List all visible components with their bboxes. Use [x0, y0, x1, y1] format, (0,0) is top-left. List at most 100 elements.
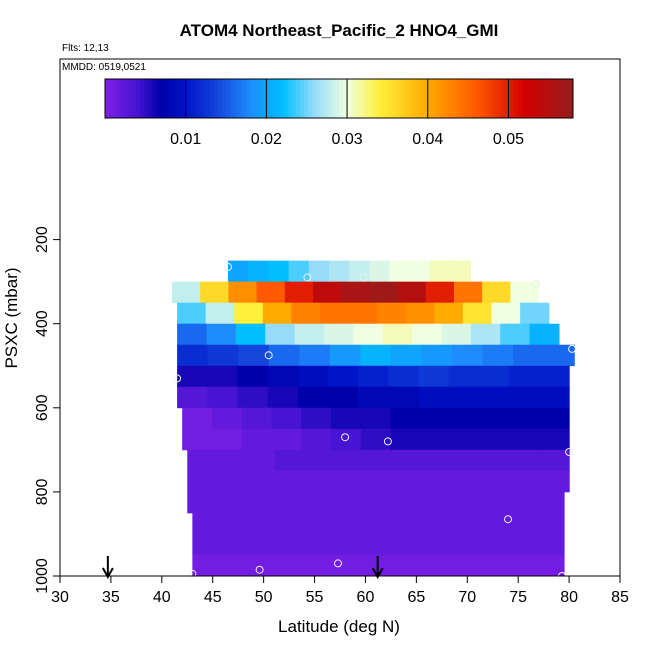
plot-frame	[59, 58, 621, 577]
heatmap-cell	[500, 323, 531, 346]
heatmap-cell	[539, 449, 570, 472]
colorbar-tick-label: 0.02	[251, 131, 282, 148]
colorbar-segment	[362, 79, 367, 118]
colorbar-segment	[151, 79, 157, 118]
heatmap-cell	[363, 449, 394, 472]
heatmap-cell	[327, 365, 359, 388]
colorbar-segment	[307, 79, 313, 118]
heatmap-cell	[241, 428, 273, 451]
heatmap-cell	[306, 512, 336, 535]
x-tick-label: 60	[357, 589, 375, 606]
heatmap-cell	[358, 365, 389, 388]
heatmap-cell	[470, 323, 501, 346]
colorbar-segment	[249, 79, 254, 118]
y-axis-label: PSXC (mbar)	[2, 267, 21, 368]
colorbar-segment	[420, 79, 426, 118]
heatmap-cell	[409, 260, 431, 283]
heatmap-cell	[535, 491, 565, 514]
heatmap-cell	[182, 428, 213, 451]
colorbar-segment	[561, 79, 566, 118]
heatmap-cell	[425, 281, 455, 304]
heatmap-cell	[363, 470, 394, 493]
colorbar-segment	[296, 79, 301, 118]
heatmap-cell	[451, 470, 482, 493]
heatmap-cell	[177, 365, 208, 388]
colorbar-frame	[104, 78, 574, 119]
colorbar-segment	[452, 79, 457, 118]
colorbar-segment	[397, 79, 402, 118]
heatmap-cell	[200, 281, 229, 304]
heatmap-cell	[216, 491, 246, 514]
colorbar-segment	[518, 79, 523, 118]
heatmap-cell	[330, 407, 362, 430]
heatmap-cell	[297, 365, 329, 388]
colorbar-segment	[569, 79, 574, 118]
heatmap-cell	[335, 533, 365, 556]
heatmap-cell	[329, 344, 361, 367]
chart-title: ATOM4 Northeast_Pacific_2 HNO4_GMI	[180, 21, 499, 40]
heatmap-cell	[207, 386, 238, 409]
heatmap-cell	[392, 470, 423, 493]
colorbar-segment	[479, 79, 484, 118]
sample-point	[334, 559, 342, 568]
colorbar-segment	[124, 79, 129, 118]
heatmap-cell	[510, 449, 541, 472]
heatmap-cell	[480, 470, 511, 493]
colorbar-segment	[440, 79, 445, 118]
heatmap-cell	[420, 407, 451, 430]
heatmap-cell	[312, 281, 342, 304]
heatmap-cell	[249, 554, 279, 577]
colorbar-segment	[253, 79, 258, 118]
heatmap-cell	[434, 302, 464, 325]
x-axis: 30 35 40 45 50 55 60 65 70 75 80 85	[51, 576, 629, 606]
heatmap-cell	[506, 491, 536, 514]
colorbar-segment	[128, 79, 133, 118]
heatmap-cell	[323, 323, 354, 346]
sample-point	[264, 351, 273, 360]
colorbar-segment	[339, 79, 344, 118]
colorbar-segment	[105, 79, 110, 118]
colorbar-segment	[530, 79, 535, 118]
colorbar-segment	[225, 79, 231, 118]
heatmap-cell	[241, 407, 273, 430]
flights-label: Flts: 12,13	[62, 43, 109, 54]
colorbar-segment	[210, 79, 215, 118]
heatmap-cell	[187, 491, 217, 514]
x-tick-label: 55	[306, 589, 324, 606]
arrow-head	[371, 567, 384, 580]
heatmap-cell	[360, 407, 392, 430]
heatmap-cell	[172, 281, 201, 304]
colorbar-segment	[526, 79, 531, 118]
heatmap-cell	[539, 428, 570, 451]
colorbar-segment	[483, 79, 488, 118]
x-tick-label: 75	[509, 589, 527, 606]
colorbar-segment	[190, 79, 196, 118]
colorbar-segment	[112, 79, 118, 118]
date-label: MMDD: 0519,0521	[62, 62, 146, 73]
heatmap-cell	[246, 470, 276, 493]
heatmap-cell	[389, 260, 411, 283]
colorbar-segment	[417, 79, 422, 118]
down-arrow-marker	[371, 556, 384, 580]
heatmap-cell	[267, 365, 299, 388]
colorbar-segment	[186, 79, 192, 118]
x-axis-label: Latitude (deg N)	[278, 617, 400, 636]
heatmap-cell	[306, 533, 336, 556]
heatmap-cell	[249, 512, 279, 535]
heatmap-cell	[187, 449, 218, 472]
colorbar-segment	[456, 79, 461, 118]
heatmap-cell	[390, 428, 421, 451]
heatmap-cell	[177, 302, 207, 325]
colorbar-segment	[428, 79, 434, 118]
heatmap-cell	[510, 281, 540, 304]
heatmap-cell	[450, 407, 481, 430]
heatmap-cell	[228, 281, 258, 304]
heatmap-cell	[422, 449, 453, 472]
heatmap-cell	[278, 554, 308, 577]
heatmap-cell	[538, 365, 570, 388]
x-tick-label: 80	[560, 589, 578, 606]
heatmap-cell	[206, 323, 237, 346]
colorbar-segment	[565, 79, 570, 118]
heatmap-cell	[491, 302, 521, 325]
sample-point	[224, 262, 232, 271]
